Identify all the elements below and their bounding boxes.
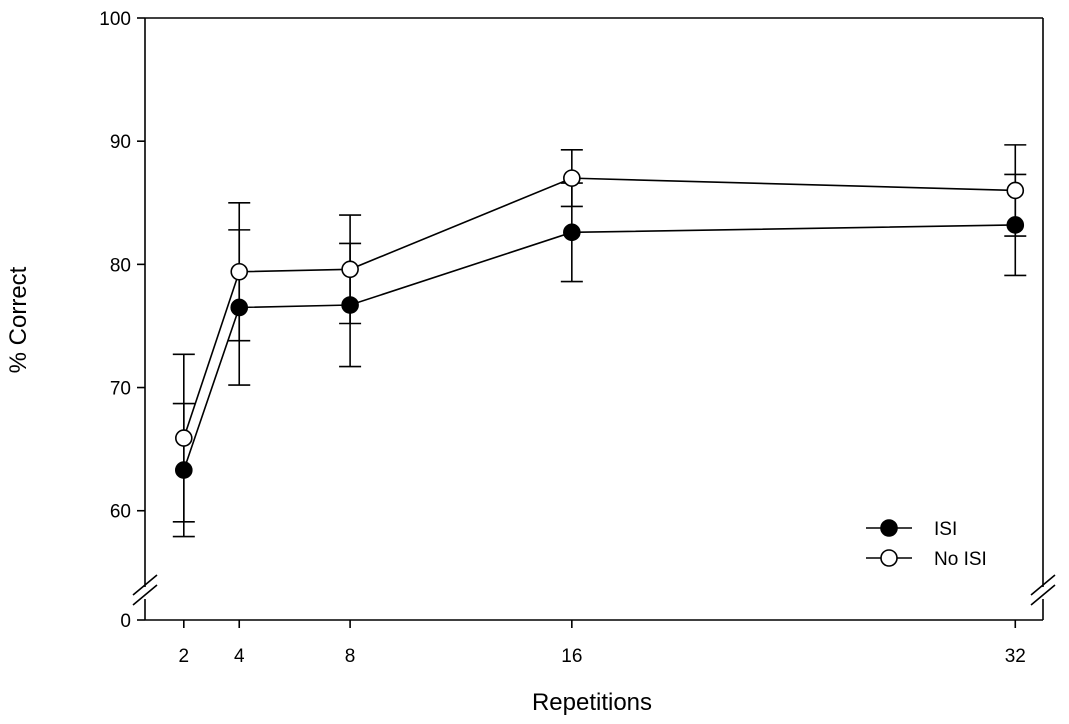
data-point [341, 260, 359, 279]
x-tick-label: 4 [234, 646, 245, 667]
series-0 [172, 173, 1027, 538]
data-point [175, 429, 193, 447]
data-point [230, 262, 249, 281]
series-line [183, 177, 1016, 439]
x-axis-title: Repetitions [532, 689, 652, 716]
y-tick-label: 90 [110, 132, 131, 153]
y-tick-label: 100 [99, 9, 131, 30]
y-axis-title: % Correct [5, 266, 32, 373]
series-line [183, 224, 1016, 471]
legend-label: No ISI [934, 549, 987, 570]
axis-break-mark-left-2 [132, 584, 158, 606]
data-point [1006, 181, 1025, 200]
tick-layer: 0 60 70 80 90 100 2 4 8 16 32 [99, 9, 1026, 667]
data-point [563, 169, 581, 187]
x-tick-label: 16 [561, 646, 582, 667]
legend-marker [880, 519, 898, 537]
axis-break-mark-right-1 [1030, 574, 1056, 596]
y-tick-label: 70 [110, 379, 131, 400]
plot-frame [132, 17, 1056, 621]
x-tick-label: 8 [345, 646, 356, 667]
legend: ISI No ISI [866, 519, 987, 570]
axis-break-mark-right-2 [1030, 584, 1056, 606]
legend-marker [880, 549, 898, 567]
x-tick-label: 2 [179, 646, 190, 667]
axis-break-mark-left-1 [132, 574, 158, 596]
x-tick-label: 32 [1005, 646, 1026, 667]
y-tick-label: 0 [120, 611, 131, 632]
series-layer [172, 144, 1027, 538]
legend-label: ISI [934, 519, 957, 540]
data-point [563, 223, 581, 242]
y-tick-label: 60 [110, 502, 131, 523]
y-tick-label: 80 [110, 255, 131, 276]
series-1 [172, 144, 1027, 523]
